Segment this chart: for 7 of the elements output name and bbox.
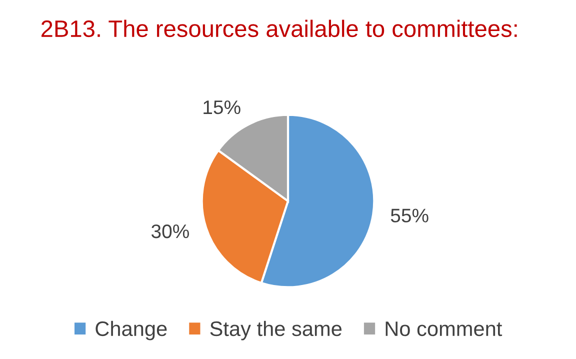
legend-label: Stay the same (210, 320, 342, 340)
legend-label: Change (96, 320, 167, 340)
data-label: 55% (390, 208, 428, 222)
legend-label: No comment (386, 322, 502, 336)
data-label: 30% (151, 224, 189, 238)
data-label: 15% (204, 100, 240, 114)
chart-title: 2B13. The resources available to committees: (42, 20, 517, 38)
